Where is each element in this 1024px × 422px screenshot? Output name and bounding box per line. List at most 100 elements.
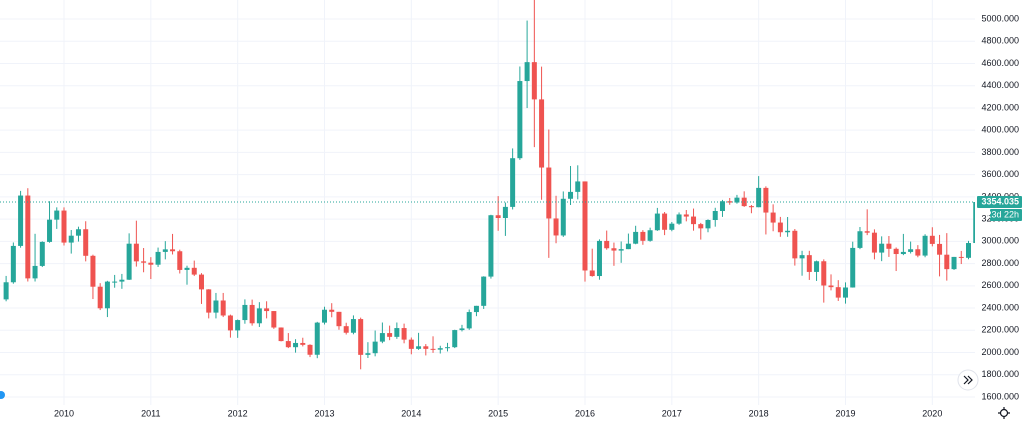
x-tick-label: 2020 [922, 408, 942, 418]
candle-body [524, 62, 530, 82]
candle-body [719, 201, 725, 212]
candle-body [141, 261, 147, 263]
candle-body [828, 285, 834, 288]
settings-button[interactable] [998, 407, 1010, 419]
candle-body [155, 251, 161, 265]
y-tick-label: 4000.000 [981, 125, 1019, 135]
candle-body [300, 342, 306, 345]
candle-body [683, 214, 689, 217]
candle-body [698, 224, 704, 229]
candle-body [842, 287, 848, 298]
candle-body [691, 216, 697, 225]
y-tick-label: 4400.000 [981, 80, 1019, 90]
last-price-box [977, 195, 1022, 208]
axes: 1600.000 1800.000 2000.000 2200.000 2400.000… [54, 13, 1022, 418]
candle-body [83, 229, 89, 256]
candle-body [748, 206, 754, 208]
candle-body [162, 249, 168, 252]
candle-body [148, 262, 154, 265]
y-tick-label: 4600.000 [981, 58, 1019, 68]
x-tick-label: 2019 [835, 408, 855, 418]
candle-body [900, 251, 906, 255]
x-tick-label: 2014 [401, 408, 421, 418]
candle-body [712, 211, 718, 221]
candle-body [922, 235, 928, 256]
candle-body [177, 251, 183, 270]
candle-body [596, 240, 602, 277]
candle-body [857, 231, 863, 248]
candle-body [387, 333, 393, 337]
candle-body [835, 287, 841, 298]
candle-body [61, 210, 67, 243]
y-tick-label: 2600.000 [981, 280, 1019, 290]
candle-body [531, 62, 537, 100]
candle-body [314, 322, 320, 355]
candle-body [10, 245, 16, 283]
candle-body [604, 240, 610, 249]
scroll-button[interactable] [957, 369, 979, 391]
candle-body [611, 248, 617, 251]
candle-body [929, 235, 935, 244]
candle-body [445, 347, 451, 349]
candle-body [408, 339, 414, 349]
candle-body [662, 213, 668, 230]
y-tick-label: 3000.000 [981, 236, 1019, 246]
candle-body [3, 282, 9, 300]
candle-body [271, 311, 277, 328]
countdown-box [990, 208, 1022, 221]
x-tick-label: 2018 [749, 408, 769, 418]
grid [0, 0, 975, 405]
candle-body [966, 243, 971, 258]
candle-body [358, 319, 364, 355]
candle-body [908, 249, 914, 252]
candle-body [293, 342, 299, 348]
candle-body [582, 181, 588, 271]
x-tick-label: 2011 [141, 408, 160, 418]
candle-body [806, 255, 812, 272]
candle-body [394, 328, 400, 337]
candle-body [321, 309, 327, 323]
candle-body [589, 270, 595, 277]
candle-body [68, 235, 74, 243]
candle-body [473, 305, 479, 313]
candle-body [799, 255, 805, 259]
y-tick-label: 2800.000 [981, 258, 1019, 268]
candle-body [198, 274, 204, 290]
x-tick-label: 2016 [575, 408, 595, 418]
candle-body [937, 243, 943, 255]
candle-body [329, 309, 335, 312]
candle-body [886, 243, 892, 249]
candle-body [336, 311, 342, 327]
candle-body [191, 267, 197, 275]
candle-body [54, 210, 60, 220]
candle-body [401, 328, 407, 340]
candle-body [502, 206, 508, 219]
candle-body [770, 212, 776, 223]
candle-body [126, 243, 132, 280]
candle-body [459, 328, 465, 331]
candle-body [97, 286, 103, 309]
x-tick-label: 2015 [488, 408, 508, 418]
candle-body [452, 330, 458, 348]
candle-body [669, 223, 675, 230]
candle-body [633, 231, 639, 244]
y-tick-label: 3600.000 [981, 169, 1019, 179]
countdown-label: 23d 22h [986, 209, 1019, 219]
candle-body [350, 319, 356, 333]
candle-body [423, 346, 429, 349]
candle-body [568, 191, 574, 199]
candle-body [112, 281, 118, 283]
candle-body [285, 341, 291, 348]
candle-body [517, 81, 523, 159]
candle-body [227, 315, 233, 331]
candle-body [539, 99, 545, 168]
candle-body [763, 187, 769, 213]
candle-body [39, 241, 45, 266]
candle-body [792, 230, 798, 259]
candles [0, 0, 975, 370]
x-tick-label: 2012 [228, 408, 248, 418]
x-tick-label: 2017 [662, 408, 682, 418]
candle-body [654, 213, 660, 231]
